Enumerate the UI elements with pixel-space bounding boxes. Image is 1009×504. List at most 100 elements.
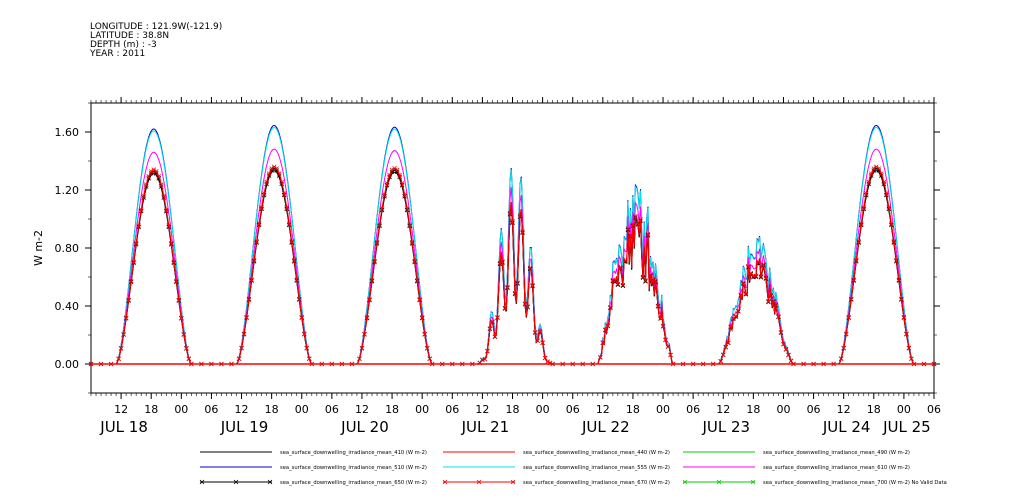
series-marker <box>668 352 673 358</box>
series-line-4 <box>91 126 934 365</box>
x-tick-label: 18 <box>385 403 399 416</box>
legend: sea_surface_downwelling_irradiance_mean_… <box>199 450 947 486</box>
series-marker <box>851 277 856 283</box>
y-axis: 0.00 0.40 0.80 1.20 1.60 <box>55 102 940 394</box>
x-tick-label: 06 <box>445 403 459 416</box>
series-marker <box>510 219 515 224</box>
series-marker <box>166 223 172 228</box>
series-marker <box>758 274 764 279</box>
series-marker <box>542 355 548 361</box>
series-marker <box>643 279 648 284</box>
series-marker <box>858 221 864 226</box>
series-marker <box>876 166 882 171</box>
series-marker <box>753 273 759 279</box>
series-marker <box>304 345 310 351</box>
series-marker <box>537 329 543 334</box>
series-marker <box>904 331 909 337</box>
legend-marker <box>233 479 239 485</box>
series-marker <box>889 221 894 226</box>
series-marker <box>485 348 490 354</box>
series-marker <box>392 165 397 171</box>
series-marker <box>156 174 162 179</box>
series-marker <box>266 171 272 176</box>
series-marker <box>123 315 129 321</box>
series-marker <box>261 191 267 196</box>
series-marker <box>906 345 912 351</box>
series-marker <box>387 172 392 178</box>
series-marker <box>294 277 300 283</box>
series-marker <box>171 259 177 265</box>
series-marker <box>866 179 872 185</box>
series-marker <box>771 298 776 304</box>
series-marker <box>284 205 289 210</box>
series-marker <box>778 330 784 335</box>
x-tick-label: 12 <box>716 403 730 416</box>
series-marker <box>359 345 365 351</box>
x-tick-label: 18 <box>867 403 881 416</box>
series-marker <box>723 344 729 350</box>
series-marker <box>116 356 121 362</box>
legend-entry: sea_surface_downwelling_irradiance_mean_… <box>763 450 910 456</box>
series-marker <box>412 258 417 264</box>
legend-entry: sea_surface_downwelling_irradiance_mean_… <box>280 465 427 471</box>
series-marker <box>660 323 666 329</box>
series-marker <box>766 299 771 305</box>
series-marker <box>118 345 124 351</box>
series-marker <box>131 259 136 265</box>
series-marker <box>394 167 400 173</box>
series-marker <box>841 345 846 351</box>
legend-marker <box>510 479 516 485</box>
minor-ticks <box>90 100 935 396</box>
series-marker <box>725 340 731 346</box>
series-marker <box>291 258 297 263</box>
y-tick-label: 0.40 <box>55 300 80 313</box>
series-marker <box>264 179 269 185</box>
x-date-label: JUL 24 <box>822 418 871 436</box>
series-marker <box>417 297 422 302</box>
series-marker <box>545 359 550 364</box>
series-marker <box>743 291 749 296</box>
series-marker <box>843 331 849 337</box>
series-marker <box>161 193 167 199</box>
series-marker <box>603 327 608 333</box>
legend-marker <box>716 479 722 485</box>
series-marker <box>126 297 131 303</box>
x-tick-label: 12 <box>837 403 851 416</box>
plot-frame <box>90 102 935 394</box>
series-marker <box>286 221 292 226</box>
series-marker <box>397 172 402 178</box>
series-marker <box>269 166 274 171</box>
series-marker <box>863 191 869 196</box>
series-marker <box>276 171 282 176</box>
series-marker <box>490 319 495 324</box>
x-tick-label: 12 <box>114 403 128 416</box>
series-marker <box>868 171 874 176</box>
series-marker <box>404 206 410 211</box>
series-marker <box>367 297 372 302</box>
x-tick-label: 06 <box>927 403 941 416</box>
x-tick-label: 12 <box>475 403 489 416</box>
series-marker <box>613 278 618 283</box>
series-marker <box>419 315 425 320</box>
y-tick-label: 1.20 <box>55 184 80 197</box>
series-marker <box>635 220 641 226</box>
series-marker <box>249 277 254 283</box>
series-marker <box>658 315 663 321</box>
series-marker <box>299 314 305 320</box>
series-marker <box>507 210 513 216</box>
x-tick-label: 00 <box>295 403 309 416</box>
series-marker <box>492 334 498 339</box>
x-date-label: JUL 23 <box>701 418 750 436</box>
series-marker <box>615 281 621 287</box>
x-date-label: JUL 22 <box>581 418 630 436</box>
series-marker <box>251 258 257 263</box>
series-marker <box>763 275 769 281</box>
series-marker <box>133 240 139 246</box>
series-marker <box>274 166 279 171</box>
series-marker <box>424 345 430 351</box>
series-marker <box>655 303 661 309</box>
longitude-label: LONGITUDE : 121.9W(-121.9) <box>90 22 223 32</box>
series-marker <box>374 239 380 245</box>
series-marker <box>271 164 277 170</box>
metadata-block: LONGITUDE : 121.9W(-121.9) LATITUDE : 38… <box>90 23 222 59</box>
